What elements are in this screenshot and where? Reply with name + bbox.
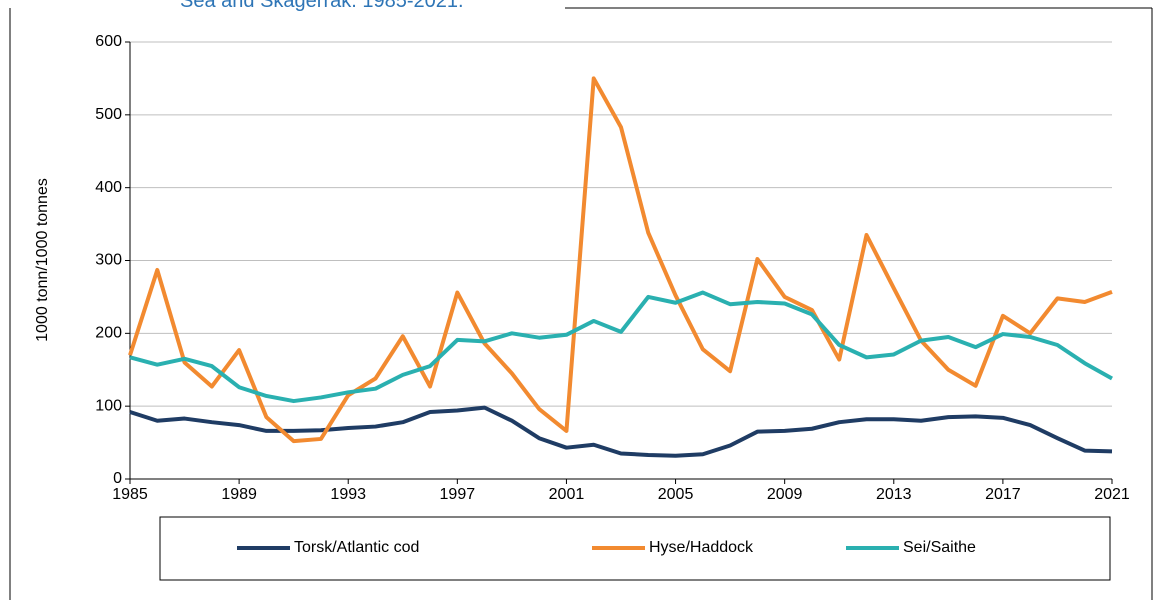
legend-label: Hyse/Haddock	[649, 539, 754, 556]
x-tick-label: 2005	[658, 486, 694, 503]
y-tick-label: 0	[113, 470, 122, 487]
x-tick-label: 2021	[1094, 486, 1130, 503]
series-line	[129, 290, 1113, 404]
y-tick-label: 500	[95, 106, 122, 123]
y-tick-label: 600	[95, 33, 122, 50]
y-tick-label: 300	[95, 252, 122, 269]
x-tick-label: 2009	[767, 486, 803, 503]
x-tick-label: 1993	[330, 486, 366, 503]
y-tick-label: 100	[95, 397, 122, 414]
chart-title: Sea and Skagerrak. 1985-2021.	[180, 0, 464, 12]
series-line	[129, 405, 1113, 458]
legend-label: Sei/Saithe	[903, 539, 976, 556]
x-tick-label: 1989	[221, 486, 257, 503]
x-tick-label: 2017	[985, 486, 1021, 503]
x-tick-label: 2013	[876, 486, 912, 503]
x-tick-label: 2001	[549, 486, 585, 503]
legend-box	[159, 516, 1111, 581]
legend-label: Torsk/Atlantic cod	[294, 539, 419, 556]
x-tick-label: 1997	[440, 486, 476, 503]
y-tick-label: 200	[95, 325, 122, 342]
y-axis-label: 1000 tonn/1000 tonnes	[34, 178, 51, 342]
x-tick-label: 1985	[112, 486, 148, 503]
y-tick-label: 400	[95, 179, 122, 196]
series-line	[128, 76, 1113, 444]
